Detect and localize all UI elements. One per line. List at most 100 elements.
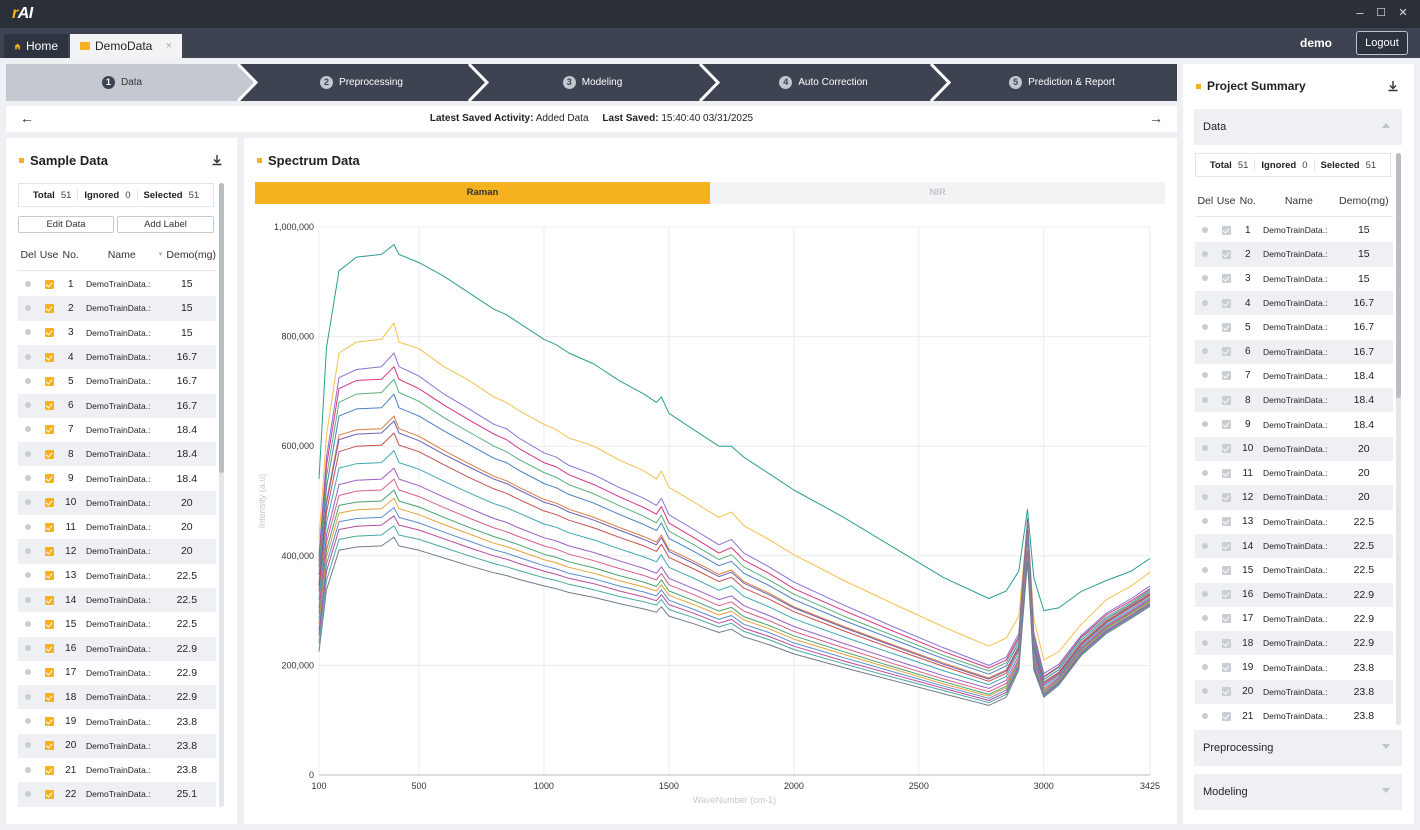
delete-icon[interactable] [18,692,39,703]
add-label-button[interactable]: Add Label [117,216,214,233]
use-checkbox[interactable] [44,425,54,435]
delete-icon[interactable] [18,619,39,630]
table-row[interactable]: 20 DemoTrainData.: 23.8 [18,733,216,758]
table-row[interactable]: 9 DemoTrainData.: 18.4 [1195,412,1393,436]
delete-icon[interactable] [1195,419,1216,430]
table-row[interactable]: 13 DemoTrainData.: 22.5 [18,564,216,588]
table-row[interactable]: 3 DemoTrainData.: 15 [18,321,216,345]
accordion-preprocessing[interactable]: Preprocessing [1194,730,1402,766]
table-row[interactable]: 15 DemoTrainData.: 22.5 [18,612,216,636]
delete-icon[interactable] [1195,662,1216,673]
table-row[interactable]: 16 DemoTrainData.: 22.9 [1195,582,1393,607]
logout-button[interactable]: Logout [1356,31,1408,55]
table-row[interactable]: 12 DemoTrainData.: 20 [18,539,216,564]
use-checkbox[interactable] [1221,541,1231,551]
use-checkbox[interactable] [44,595,54,605]
use-checkbox[interactable] [1221,322,1231,332]
use-checkbox[interactable] [44,546,54,556]
delete-icon[interactable] [18,522,39,533]
table-row[interactable]: 5 DemoTrainData.: 16.7 [18,369,216,393]
close-window-button[interactable]: ✕ [1398,7,1408,19]
table-row[interactable]: 6 DemoTrainData.: 16.7 [18,393,216,418]
use-checkbox[interactable] [1221,711,1231,721]
use-checkbox[interactable] [44,765,54,775]
use-checkbox[interactable] [44,303,54,313]
forward-arrow-icon[interactable]: → [1149,110,1163,126]
use-checkbox[interactable] [44,571,54,581]
table-row[interactable]: 19 DemoTrainData.: 23.8 [1195,655,1393,679]
use-checkbox[interactable] [44,352,54,362]
delete-icon[interactable] [18,449,39,460]
delete-icon[interactable] [18,716,39,727]
use-checkbox[interactable] [44,328,54,338]
use-checkbox[interactable] [44,498,54,508]
use-checkbox[interactable] [1221,225,1231,235]
delete-icon[interactable] [1195,346,1216,357]
table-row[interactable]: 3 DemoTrainData.: 15 [1195,267,1393,291]
table-row[interactable]: 16 DemoTrainData.: 22.9 [18,636,216,661]
use-checkbox[interactable] [1221,590,1231,600]
tab-nir[interactable]: NIR [710,182,1165,204]
use-checkbox[interactable] [44,668,54,678]
delete-icon[interactable] [18,595,39,606]
table-row[interactable]: 2 DemoTrainData.: 15 [18,296,216,321]
delete-icon[interactable] [18,424,39,435]
spectrum-chart[interactable]: 0 200,000 400,000 600,000 800,000 1,000,000 10… [244,212,1177,822]
delete-icon[interactable] [18,667,39,678]
accordion-modeling[interactable]: Modeling [1194,774,1402,810]
step-auto-correction[interactable]: 4 Auto Correction [716,64,931,101]
table-row[interactable]: 5 DemoTrainData.: 16.7 [1195,315,1393,339]
delete-icon[interactable] [1195,686,1216,697]
delete-icon[interactable] [18,643,39,654]
use-checkbox[interactable] [1221,517,1231,527]
use-checkbox[interactable] [44,401,54,411]
delete-icon[interactable] [18,765,39,776]
step-data[interactable]: 1 Data [6,64,238,101]
maximize-button[interactable]: ☐ [1376,7,1386,19]
use-checkbox[interactable] [44,474,54,484]
table-row[interactable]: 4 DemoTrainData.: 16.7 [1195,290,1393,316]
delete-icon[interactable] [1195,711,1216,722]
table-row[interactable]: 4 DemoTrainData.: 16.7 [18,344,216,370]
table-row[interactable]: 20 DemoTrainData.: 23.8 [1195,679,1393,704]
table-row[interactable]: 7 DemoTrainData.: 18.4 [18,418,216,442]
table-row[interactable]: 14 DemoTrainData.: 22.5 [18,587,216,613]
delete-icon[interactable] [1195,541,1216,552]
tab-raman[interactable]: Raman [255,182,710,204]
table-row[interactable]: 10 DemoTrainData.: 20 [18,490,216,515]
use-checkbox[interactable] [1221,468,1231,478]
minimize-button[interactable]: – [1356,5,1364,20]
summary-scrollbar-thumb[interactable] [1396,153,1401,398]
use-checkbox[interactable] [1221,371,1231,381]
delete-icon[interactable] [18,789,39,800]
delete-icon[interactable] [1195,589,1216,600]
edit-data-button[interactable]: Edit Data [18,216,114,233]
tab-demodata[interactable]: DemoData × [70,34,182,58]
use-checkbox[interactable] [1221,565,1231,575]
delete-icon[interactable] [1195,298,1216,309]
accordion-data[interactable]: Data [1194,109,1402,145]
delete-icon[interactable] [18,473,39,484]
delete-icon[interactable] [1195,613,1216,624]
use-checkbox[interactable] [1221,395,1231,405]
table-row[interactable]: 18 DemoTrainData.: 22.9 [18,685,216,710]
sample-scrollbar-thumb[interactable] [219,183,224,473]
summary-download-icon[interactable] [1386,79,1400,93]
delete-icon[interactable] [18,740,39,751]
delete-icon[interactable] [1195,273,1216,284]
summary-scrollbar-track[interactable] [1396,153,1401,725]
delete-icon[interactable] [18,570,39,581]
step-modeling[interactable]: 3 Modeling [485,64,700,101]
use-checkbox[interactable] [44,619,54,629]
delete-icon[interactable] [18,376,39,387]
delete-icon[interactable] [1195,443,1216,454]
use-checkbox[interactable] [1221,420,1231,430]
table-row[interactable]: 11 DemoTrainData.: 20 [18,515,216,539]
delete-icon[interactable] [18,400,39,411]
use-checkbox[interactable] [44,789,54,799]
table-row[interactable]: 21 DemoTrainData.: 23.8 [1195,704,1393,728]
delete-icon[interactable] [18,327,39,338]
use-checkbox[interactable] [44,449,54,459]
table-row[interactable]: 14 DemoTrainData.: 22.5 [1195,533,1393,559]
download-icon[interactable] [210,153,224,167]
